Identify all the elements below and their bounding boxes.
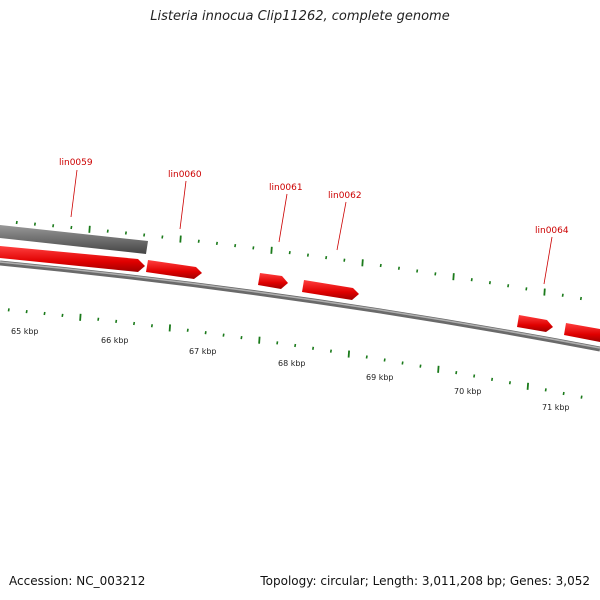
inner-tick — [294, 343, 297, 348]
leader-lin0059 — [70, 169, 78, 218]
accession-text: Accession: NC_003212 — [9, 574, 146, 588]
inner-tick — [150, 324, 153, 328]
outer-tick — [452, 273, 455, 281]
inner-tick — [222, 333, 225, 337]
gene-lin0064 — [517, 315, 553, 332]
outer-tick — [306, 253, 309, 257]
label-lin0062: lin0062 — [328, 191, 362, 201]
kbp-label-69: 69 kbp — [366, 373, 394, 382]
inner-tick — [491, 377, 494, 381]
label-lin0064: lin0064 — [535, 226, 569, 236]
map-title: Listeria innocua Clip11262, complete gen… — [150, 9, 450, 24]
gene-lin0059 — [0, 246, 145, 272]
outer-tick — [33, 222, 36, 226]
inner-tick — [115, 319, 118, 324]
outer-tick — [434, 272, 437, 276]
inner-tick — [43, 311, 46, 316]
outer-tick — [88, 225, 91, 233]
outer-tick — [416, 269, 419, 273]
outer-tick — [215, 241, 218, 246]
inner-tick — [437, 365, 440, 373]
inner-tick — [329, 349, 332, 353]
gene-lin0061 — [258, 273, 288, 289]
outer-tick — [470, 278, 473, 282]
leader-lin0060 — [179, 180, 187, 230]
inner-tick — [133, 321, 136, 326]
gene-lin0062 — [302, 280, 359, 300]
outer-tick — [507, 284, 510, 288]
inner-tick — [347, 350, 350, 358]
label-lin0059: lin0059 — [59, 158, 93, 168]
outer-tick — [234, 243, 237, 248]
inner-tick — [473, 374, 476, 378]
gene-lin0060 — [146, 260, 202, 279]
outer-tick — [361, 259, 364, 267]
inner-tick — [258, 336, 261, 344]
outer-tick — [252, 246, 255, 250]
inner-tick — [455, 370, 458, 375]
inner-tick — [97, 317, 100, 321]
outer-tick — [325, 255, 328, 260]
outer-tick — [52, 224, 55, 228]
inner-tick — [61, 313, 64, 317]
outer-tick — [70, 225, 73, 230]
outer-tick — [561, 293, 564, 297]
leader-lin0061 — [278, 193, 288, 243]
outer-tick — [161, 235, 164, 239]
leader-lin0064 — [543, 236, 553, 285]
outer-tick — [15, 220, 18, 225]
outer-tick — [270, 246, 273, 254]
inner-tick — [312, 346, 315, 350]
outer-tick — [106, 229, 109, 233]
kbp-label-66: 66 kbp — [101, 336, 129, 345]
kbp-label-71: 71 kbp — [542, 403, 570, 412]
inner-tick — [79, 313, 82, 321]
kbp-label-70: 70 kbp — [454, 387, 482, 396]
gene-next — [564, 323, 600, 342]
inner-tick — [365, 355, 368, 359]
inner-tick — [25, 309, 28, 314]
inner-tick — [383, 358, 386, 362]
inner-tick — [508, 381, 511, 385]
inner-tick — [7, 308, 10, 312]
inner-tick — [562, 391, 565, 396]
outer-tick — [143, 233, 146, 237]
inner-tick — [240, 336, 243, 340]
outer-tick — [343, 258, 346, 262]
outer-tick — [124, 231, 127, 235]
inner-tick — [186, 328, 189, 332]
outer-tick — [397, 266, 400, 270]
outer-tick — [379, 263, 382, 268]
inner-tick — [401, 361, 404, 365]
outer-tick — [579, 296, 582, 301]
outer-tick — [288, 251, 291, 255]
inner-tick — [580, 395, 583, 399]
inner-tick — [544, 388, 547, 392]
inner-tick — [526, 382, 529, 390]
outer-tick — [179, 235, 182, 243]
label-lin0060: lin0060 — [168, 170, 202, 180]
outer-tick-ring — [15, 220, 582, 301]
kbp-label-65: 65 kbp — [11, 327, 39, 336]
gray-feature-bar — [0, 225, 148, 254]
inner-tick — [204, 331, 207, 335]
label-lin0061: lin0061 — [269, 183, 303, 193]
inner-tick — [276, 341, 279, 345]
inner-tick — [419, 364, 422, 368]
genome-backbone — [0, 260, 600, 352]
topology-text: Topology: circular; Length: 3,011,208 bp… — [260, 574, 590, 588]
leader-lin0062 — [336, 201, 347, 251]
outer-tick — [197, 239, 200, 243]
inner-tick — [168, 324, 171, 332]
outer-tick — [525, 287, 528, 291]
outer-tick — [488, 281, 491, 285]
kbp-label-68: 68 kbp — [278, 359, 306, 368]
kbp-label-67: 67 kbp — [189, 347, 217, 356]
outer-tick — [543, 288, 546, 296]
inner-tick-ring — [7, 308, 583, 399]
